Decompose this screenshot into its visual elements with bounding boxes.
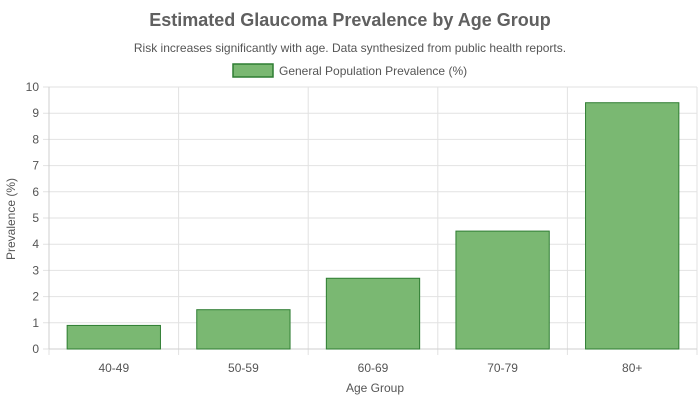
ticks-layer: 0 1 2 3 4 5 6 7 8 9 10 40-49 50-59 60-69 70-79 80+: [26, 80, 643, 375]
x-tick-label: 60-69: [358, 361, 389, 375]
legend-swatch: [232, 63, 274, 78]
y-tick-label: 3: [32, 263, 39, 277]
bar-70-79[interactable]: [455, 230, 550, 350]
y-tick-label: 2: [32, 290, 39, 304]
x-tick-label: 40-49: [98, 361, 129, 375]
y-tick-label: 0: [32, 342, 39, 356]
bars-layer: [66, 102, 680, 350]
chart-title: Estimated Glaucoma Prevalence by Age Gro…: [149, 10, 550, 30]
bar-80[interactable]: [585, 102, 680, 350]
x-tick-label: 50-59: [228, 361, 259, 375]
x-tick-label: 70-79: [487, 361, 518, 375]
y-tick-label: 6: [32, 185, 39, 199]
chart-subtitle: Risk increases significantly with age. D…: [134, 41, 566, 55]
x-axis-title: Age Group: [346, 381, 404, 395]
y-tick-label: 1: [32, 316, 39, 330]
y-tick-label: 9: [32, 106, 39, 120]
x-tick-label: 80+: [622, 361, 642, 375]
legend-label: General Population Prevalence (%): [279, 64, 467, 78]
bar-60-69[interactable]: [325, 277, 421, 350]
y-tick-label: 4: [32, 237, 39, 251]
bar-50-59[interactable]: [196, 309, 291, 350]
y-tick-label: 5: [32, 211, 39, 225]
y-axis-title: Prevalence (%): [4, 178, 18, 260]
legend[interactable]: General Population Prevalence (%): [232, 63, 467, 78]
y-tick-label: 8: [32, 132, 39, 146]
y-tick-label: 10: [26, 80, 40, 94]
bar-40-49[interactable]: [66, 324, 161, 350]
y-tick-label: 7: [32, 159, 39, 173]
